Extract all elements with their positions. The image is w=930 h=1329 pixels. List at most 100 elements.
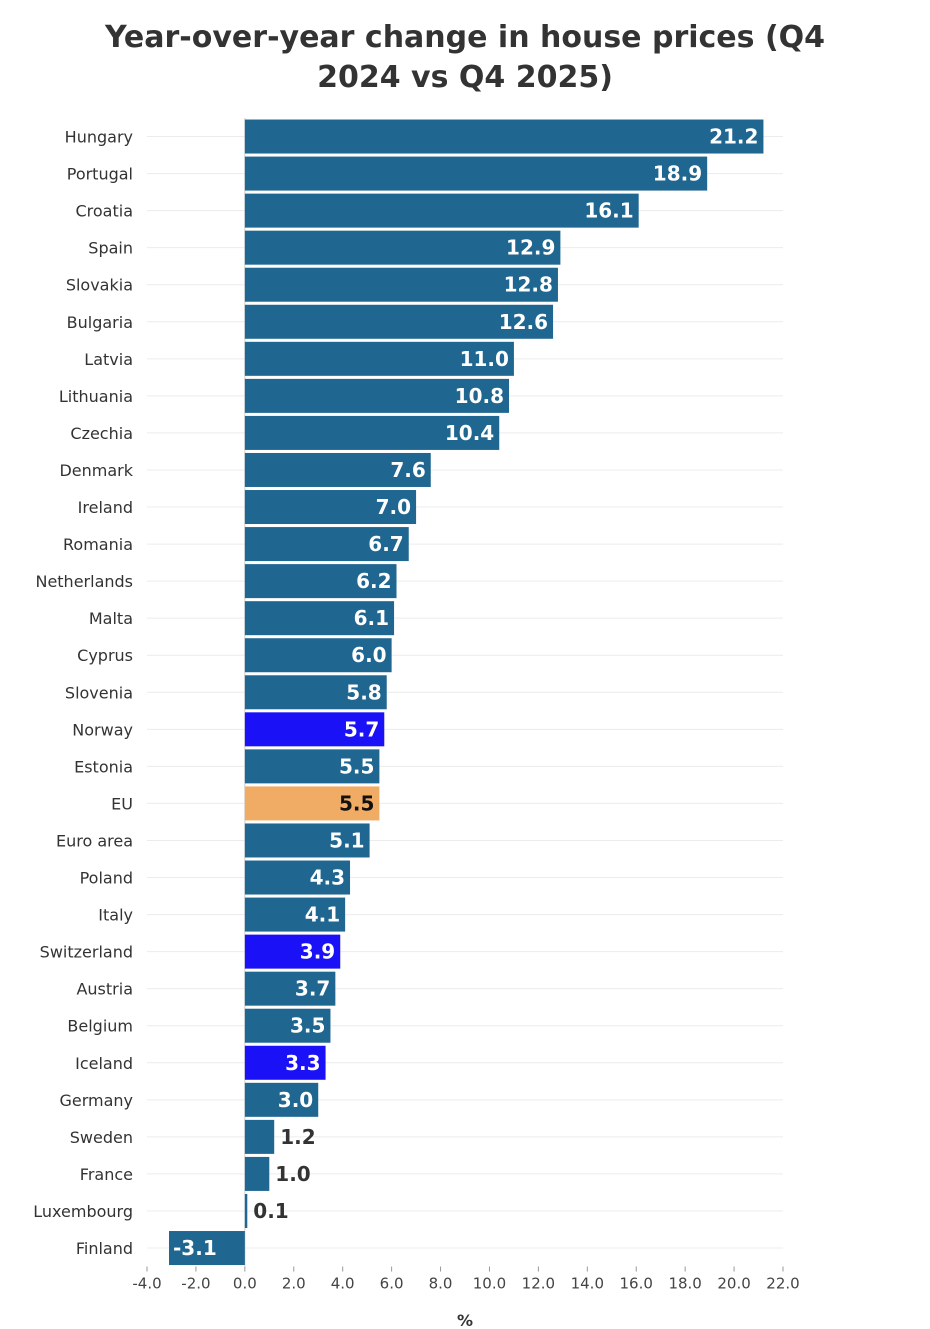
category-label: Norway	[72, 720, 133, 739]
value-labels: 21.2 18.9 16.1 12.9 12.8 12.6 11.0 10.8 10.4 7.6 7…	[173, 125, 758, 1261]
value-label: 3.5	[290, 1014, 325, 1038]
bar-portugal	[244, 156, 708, 191]
category-label: Germany	[59, 1091, 133, 1110]
bar-austria	[244, 971, 336, 1006]
category-label: Estonia	[74, 757, 133, 776]
category-label: Netherlands	[35, 572, 133, 591]
x-tick-label: 10.0	[473, 1275, 506, 1293]
x-tick-label: -2.0	[181, 1275, 210, 1293]
bar-czechia	[244, 415, 500, 450]
bar-estonia	[244, 749, 380, 784]
value-label: 18.9	[653, 162, 702, 186]
value-label: 4.3	[310, 866, 345, 890]
value-label: 5.7	[344, 717, 379, 741]
value-label: 10.4	[445, 421, 494, 445]
value-label: 16.1	[584, 199, 633, 223]
x-tick-label: 0.0	[233, 1275, 257, 1293]
x-tick-label: 18.0	[668, 1275, 701, 1293]
bar-latvia	[244, 341, 514, 376]
bar-netherlands	[244, 564, 397, 599]
bar-euro-area	[244, 823, 370, 858]
chart-title: Year-over-year change in house prices (Q…	[0, 18, 930, 98]
bar-slovakia	[244, 267, 558, 302]
category-label: Slovakia	[66, 276, 133, 295]
x-axis-ticks: -4.0 -2.0 0.0 2.0 4.0 6.0 8.0 10.0 12.0 14.0 16.0 1…	[132, 1266, 800, 1293]
category-label: Sweden	[70, 1128, 133, 1147]
bar-italy	[244, 897, 346, 932]
bar-poland	[244, 860, 351, 895]
value-label: 3.9	[300, 940, 335, 964]
x-axis-label: %	[457, 1311, 473, 1329]
value-label: 6.7	[368, 532, 403, 556]
value-label: 21.2	[709, 125, 758, 149]
category-label: Denmark	[59, 461, 133, 480]
bar-eu	[244, 786, 380, 821]
x-tick-label: 14.0	[571, 1275, 604, 1293]
x-tick-label: 4.0	[331, 1275, 355, 1293]
value-label: 4.1	[305, 903, 340, 927]
bar-belgium	[244, 1008, 331, 1043]
category-label: Finland	[76, 1239, 133, 1258]
bar-ireland	[244, 490, 417, 525]
bar-cyprus	[244, 638, 392, 673]
value-label: -3.1	[173, 1236, 217, 1260]
category-label: Iceland	[75, 1054, 133, 1073]
x-tick-label: 8.0	[429, 1275, 453, 1293]
value-label: 0.1	[253, 1199, 288, 1223]
bar-denmark	[244, 452, 431, 487]
category-label: Luxembourg	[33, 1202, 133, 1221]
category-label: Croatia	[75, 202, 133, 221]
category-label: Spain	[88, 239, 133, 258]
value-label: 5.8	[346, 680, 381, 704]
category-label: Bulgaria	[67, 313, 133, 332]
category-label: Switzerland	[40, 943, 133, 962]
bar-croatia	[244, 193, 639, 228]
value-label: 3.0	[278, 1088, 313, 1112]
value-label: 3.7	[295, 977, 330, 1001]
bar-romania	[244, 527, 409, 562]
bar-sweden	[244, 1119, 275, 1154]
category-label: Ireland	[78, 498, 133, 517]
bar-france	[244, 1156, 270, 1191]
x-tick-label: 22.0	[766, 1275, 799, 1293]
chart-title-line-2: 2024 vs Q4 2025)	[317, 60, 613, 95]
x-tick-label: 20.0	[717, 1275, 750, 1293]
value-label: 5.5	[339, 791, 374, 815]
value-label: 11.0	[460, 347, 509, 371]
value-label: 3.3	[285, 1051, 320, 1075]
bar-hungary	[244, 119, 764, 154]
bar-malta	[244, 601, 395, 636]
value-label: 6.0	[351, 643, 386, 667]
bars	[169, 119, 764, 1266]
x-tick-label: 16.0	[620, 1275, 653, 1293]
bar-lithuania	[244, 378, 510, 413]
category-label: Czechia	[70, 424, 133, 443]
x-tick-label: 2.0	[282, 1275, 306, 1293]
category-label: Lithuania	[59, 387, 133, 406]
bar-bulgaria	[244, 304, 554, 339]
category-label: Austria	[76, 980, 133, 999]
value-label: 1.2	[280, 1125, 315, 1149]
bar-switzerland	[244, 934, 341, 969]
value-label: 5.1	[329, 828, 364, 852]
category-label: Italy	[98, 906, 133, 925]
value-label: 7.6	[390, 458, 425, 482]
value-label: 7.0	[376, 495, 411, 519]
category-labels: Hungary Portugal Croatia Spain Slovakia Bulga…	[33, 128, 133, 1259]
value-label: 6.2	[356, 569, 391, 593]
category-label: Slovenia	[65, 683, 133, 702]
value-label: 6.1	[354, 606, 389, 630]
category-label: Belgium	[67, 1017, 133, 1036]
bar-norway	[244, 712, 385, 747]
category-label: Malta	[89, 609, 133, 628]
value-label: 12.8	[504, 273, 553, 297]
category-label: Cyprus	[77, 646, 133, 665]
category-label: EU	[111, 794, 133, 813]
bar-iceland	[244, 1045, 326, 1080]
bar-spain	[244, 230, 561, 265]
x-tick-label: 12.0	[522, 1275, 555, 1293]
x-tick-label: -4.0	[132, 1275, 161, 1293]
category-label: Euro area	[56, 831, 133, 850]
bar-finland	[169, 1231, 245, 1266]
